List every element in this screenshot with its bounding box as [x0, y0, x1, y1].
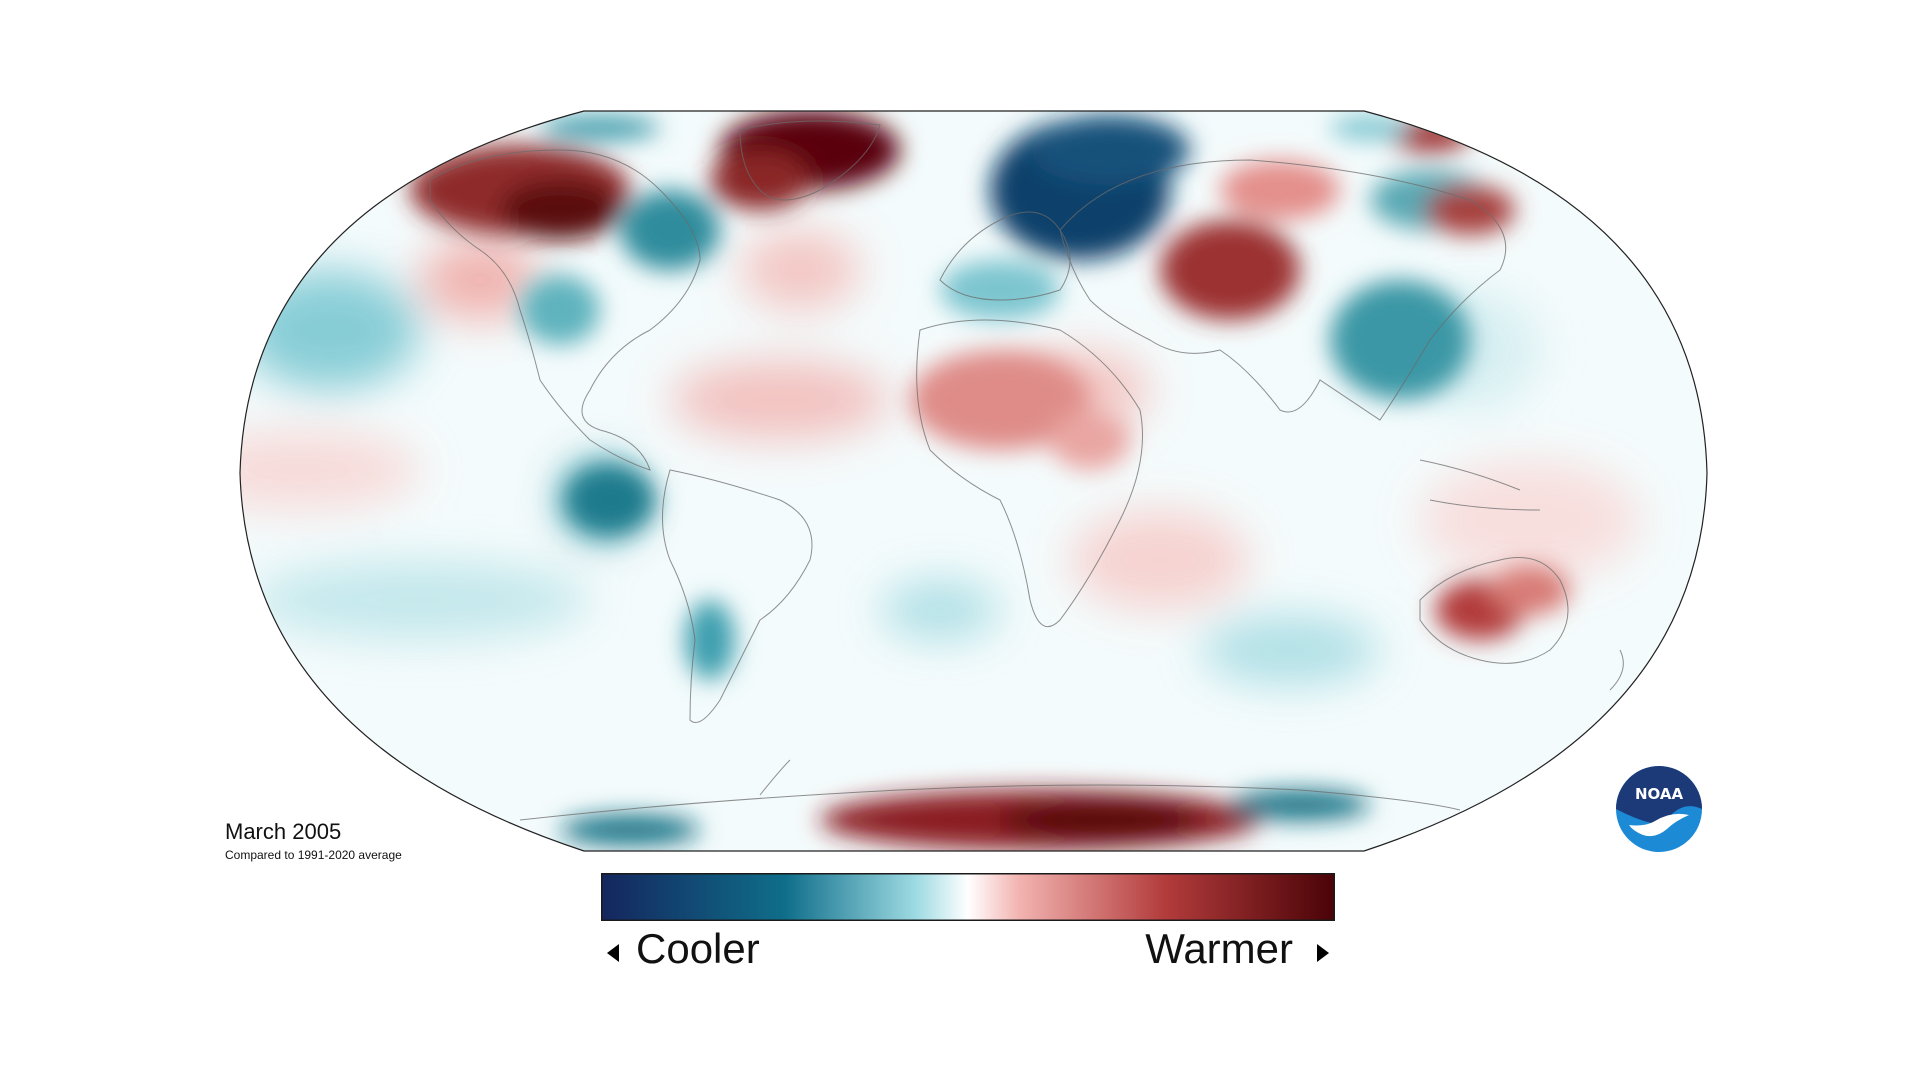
globe-outline — [239, 110, 1708, 852]
color-scale-bar — [601, 873, 1335, 921]
anomaly-field — [240, 111, 1707, 851]
map-caption-subtitle: Compared to 1991-2020 average — [225, 848, 402, 862]
coastlines — [429, 120, 1624, 821]
legend-high-label: Warmer — [1145, 925, 1293, 972]
logo-text: NOAA — [1635, 785, 1684, 803]
legend-low-label: Cooler — [636, 925, 760, 972]
cooler-arrow-icon — [607, 944, 619, 962]
warmer-arrow-icon — [1317, 944, 1329, 962]
noaa-logo-icon: NOAA — [1616, 766, 1702, 852]
map-caption-title: March 2005 — [225, 819, 342, 844]
